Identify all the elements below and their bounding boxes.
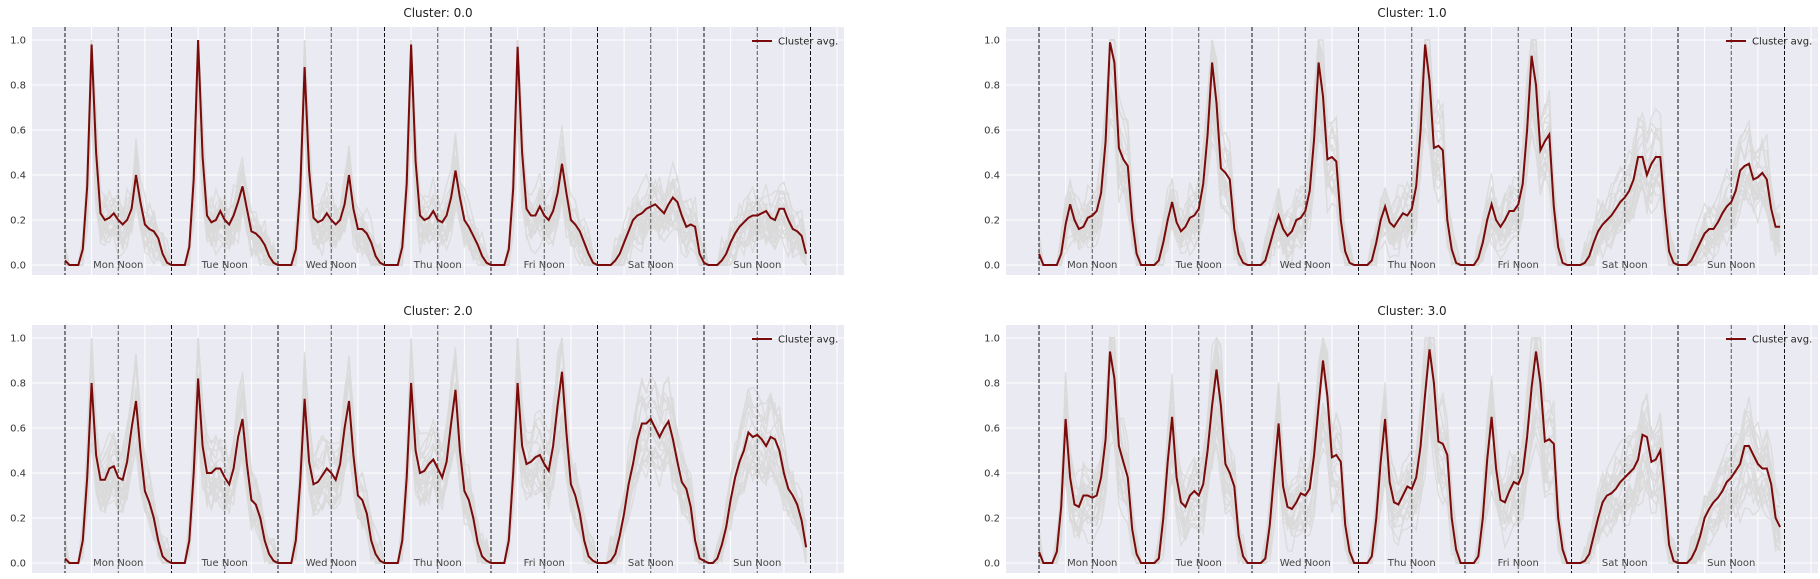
cluster-panel: 0.0 0.2 0.4 0.6 0.8 1.0 Mon Noon Tue Noon Wed No… bbox=[10, 6, 844, 275]
day-label: Thu Noon bbox=[1387, 260, 1436, 271]
y-tick-label: 0.2 bbox=[10, 216, 26, 227]
day-label: Sat Noon bbox=[628, 558, 674, 569]
member-series-line bbox=[1038, 420, 1781, 564]
y-tick-label: 0.8 bbox=[10, 81, 26, 92]
legend-label: Cluster avg. bbox=[1752, 37, 1812, 48]
day-label: Mon Noon bbox=[1067, 260, 1117, 271]
y-tick-label: 0.6 bbox=[984, 424, 1000, 435]
member-series-line bbox=[1038, 37, 1781, 266]
y-tick-label: 0.4 bbox=[10, 171, 26, 182]
day-label: Thu Noon bbox=[413, 558, 462, 569]
y-tick-label: 0.4 bbox=[10, 469, 26, 480]
y-tick-label: 0.0 bbox=[10, 261, 26, 272]
y-tick-label: 1.0 bbox=[984, 334, 1000, 345]
panel-title: Cluster: 1.0 bbox=[1377, 6, 1446, 20]
panel-title: Cluster: 2.0 bbox=[403, 304, 472, 318]
member-series-line bbox=[65, 89, 807, 267]
day-label: Mon Noon bbox=[93, 558, 143, 569]
y-tick-label: 0.8 bbox=[984, 81, 1000, 92]
cluster-avg-line bbox=[1038, 349, 1781, 564]
y-tick-label: 0.4 bbox=[984, 171, 1000, 182]
y-tick-label: 0.0 bbox=[984, 559, 1000, 570]
day-label: Sat Noon bbox=[628, 260, 674, 271]
y-tick-label: 0.6 bbox=[10, 126, 26, 137]
y-tick-label: 0.4 bbox=[984, 469, 1000, 480]
y-tick-label: 1.0 bbox=[10, 36, 26, 47]
day-label: Fri Noon bbox=[1498, 558, 1539, 569]
y-tick-label: 0.2 bbox=[984, 514, 1000, 525]
day-label: Sun Noon bbox=[1707, 260, 1755, 271]
cluster-avg-line bbox=[64, 371, 808, 564]
day-label: Sat Noon bbox=[1602, 260, 1648, 271]
y-tick-label: 0.2 bbox=[10, 514, 26, 525]
y-tick-label: 0.8 bbox=[984, 379, 1000, 390]
day-label: Tue Noon bbox=[201, 558, 248, 569]
cluster-panel: 0.0 0.2 0.4 0.6 0.8 1.0 Mon Noon Tue Noon Wed No… bbox=[10, 304, 844, 573]
y-tick-label: 0.0 bbox=[984, 261, 1000, 272]
day-label: Tue Noon bbox=[1175, 260, 1222, 271]
y-tick-label: 0.6 bbox=[984, 126, 1000, 137]
member-series-line bbox=[1038, 84, 1781, 268]
day-label: Sat Noon bbox=[1602, 558, 1648, 569]
day-label: Wed Noon bbox=[1280, 260, 1331, 271]
member-series-line bbox=[1038, 377, 1781, 564]
legend-label: Cluster avg. bbox=[778, 335, 838, 346]
day-label: Sun Noon bbox=[733, 558, 781, 569]
member-series-line bbox=[1039, 403, 1781, 566]
day-label: Thu Noon bbox=[1387, 558, 1436, 569]
day-label: Wed Noon bbox=[306, 260, 357, 271]
day-label: Wed Noon bbox=[306, 558, 357, 569]
cluster-avg-line bbox=[64, 39, 808, 266]
day-label: Fri Noon bbox=[524, 260, 565, 271]
day-label: Tue Noon bbox=[201, 260, 248, 271]
day-label: Sun Noon bbox=[1707, 558, 1755, 569]
y-tick-label: 0.6 bbox=[10, 424, 26, 435]
cluster-panel: 0.0 0.2 0.4 0.6 0.8 1.0 Mon Noon Tue Noon Wed No… bbox=[984, 304, 1818, 573]
day-label: Mon Noon bbox=[93, 260, 143, 271]
legend-label: Cluster avg. bbox=[1752, 335, 1812, 346]
member-series-line bbox=[1038, 39, 1781, 266]
day-label: Fri Noon bbox=[524, 558, 565, 569]
day-label: Tue Noon bbox=[1175, 558, 1222, 569]
y-tick-label: 0.8 bbox=[10, 379, 26, 390]
member-series-line bbox=[64, 421, 807, 564]
day-label: Wed Noon bbox=[1280, 558, 1331, 569]
y-tick-label: 0.0 bbox=[10, 559, 26, 570]
y-tick-label: 1.0 bbox=[984, 36, 1000, 47]
member-series-line bbox=[1038, 64, 1781, 266]
day-label: Fri Noon bbox=[1498, 260, 1539, 271]
member-series-line bbox=[1038, 86, 1781, 268]
panel-title: Cluster: 3.0 bbox=[1377, 304, 1446, 318]
cluster-panel: 0.0 0.2 0.4 0.6 0.8 1.0 Mon Noon Tue Noon Wed No… bbox=[984, 6, 1818, 275]
cluster-avg-line bbox=[1038, 42, 1781, 266]
day-label: Thu Noon bbox=[413, 260, 462, 271]
y-tick-label: 1.0 bbox=[10, 334, 26, 345]
day-label: Sun Noon bbox=[733, 260, 781, 271]
day-label: Mon Noon bbox=[1067, 558, 1117, 569]
y-tick-label: 0.2 bbox=[984, 216, 1000, 227]
member-series-line bbox=[64, 337, 807, 564]
panel-title: Cluster: 0.0 bbox=[403, 6, 472, 20]
legend-label: Cluster avg. bbox=[778, 37, 838, 48]
